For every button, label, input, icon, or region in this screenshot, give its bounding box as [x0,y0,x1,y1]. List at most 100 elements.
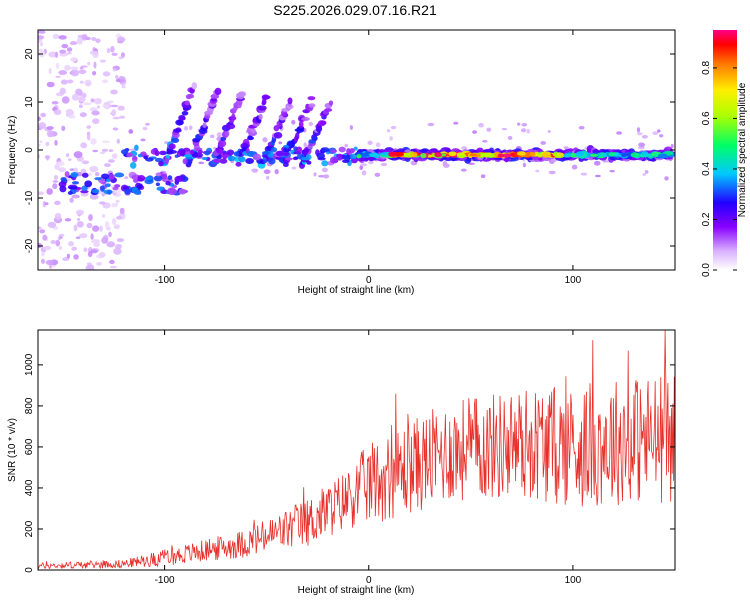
y-tick-label: 400 [24,479,35,496]
spectral-blob [548,170,556,175]
spectral-blob [481,139,488,143]
spectrogram-x-label: Height of straight line (km) [298,285,415,296]
spectral-blob [252,153,262,161]
spectral-blob [284,157,293,161]
spectral-blob [81,172,89,178]
spectral-blob [140,138,146,142]
spectral-blob [324,108,333,112]
spectral-blob [580,172,588,176]
spectral-blob [238,91,247,97]
colorbar-label: Normalized spectral amplitude [737,82,748,217]
spectral-blob [321,147,330,153]
spectral-blob [71,194,80,199]
spectral-blob [68,241,74,247]
spectral-blob [354,151,364,157]
spectral-blob [129,161,137,169]
spectral-blob [367,140,373,146]
figure-title: S225.2026.029.07.16.R21 [273,2,437,18]
spectral-blob [137,153,143,158]
spectral-blob [93,61,97,69]
y-tick-label: -20 [24,238,35,253]
spectral-blob [189,149,195,155]
spectral-blob [153,175,163,182]
spectral-blob [174,176,185,182]
spectral-blob [274,168,279,175]
spectral-blob [337,153,343,161]
spectral-blob [350,157,358,164]
spectral-blob [460,168,467,172]
spectral-blob [71,93,80,101]
spectral-blob [154,150,160,157]
spectral-blob [78,69,87,75]
spectral-blob [167,188,177,196]
spectral-blob [78,233,88,239]
spectral-blob [349,125,354,130]
spectral-blob [312,136,318,142]
spectral-blob [54,51,59,58]
spectral-blob [468,162,475,166]
spectral-blob [79,112,87,118]
spectral-blob [164,140,169,145]
spectral-blob [55,161,65,167]
spectral-blob [316,152,326,159]
spectral-blob [59,49,67,54]
spectral-blob [76,37,83,45]
spectral-blob [92,118,100,125]
spectral-blob [448,151,457,157]
spectral-blob [126,152,134,158]
spectral-blob [89,265,95,270]
y-tick-label: 10 [24,96,35,108]
spectral-blob [198,161,205,165]
spectral-blob [38,191,45,195]
spectral-blob [87,251,93,258]
spectral-blob [361,170,367,176]
spectral-blob [71,181,80,185]
spectral-blob [306,160,312,165]
spectral-blob [58,167,67,173]
spectral-blob [516,151,526,156]
spectral-blob [569,152,576,158]
spectral-blob [41,251,45,257]
spectral-blob [427,122,435,127]
spectrogram-y-ticks: -20 -10 0 10 20 [24,48,675,253]
spectral-blob [41,258,45,264]
spectral-blob [114,172,125,178]
spectral-blob [107,189,112,195]
spectral-blob [80,168,87,174]
spectral-blob [562,153,572,157]
snr-x-ticks: -100 0 100 [155,330,582,586]
spectral-blob [321,160,329,167]
spectral-blob [62,257,69,262]
spectral-blob [670,143,674,149]
spectral-blob [52,33,60,40]
spectral-blob [520,128,527,133]
spectral-blob [177,119,184,125]
snr-series-line [38,330,675,570]
spectral-blob [386,129,391,133]
spectral-blob [73,254,79,260]
spectral-blob [58,233,65,237]
spectral-blob [174,154,179,158]
spectral-blob [108,231,112,238]
spectral-blob [480,153,487,158]
spectral-blob [38,226,42,230]
spectral-blob [187,93,195,99]
spectral-blob [328,100,334,106]
spectral-blob [301,149,309,155]
spectral-blob [134,144,139,151]
snr-marks [38,330,675,570]
spectral-blob [70,69,80,77]
spectral-blob [659,134,664,138]
spectral-blob [58,70,68,76]
spectral-blob [66,253,71,259]
spectral-blob [48,67,52,74]
spectral-blob [96,261,103,266]
spectral-blob [94,171,100,177]
spectral-blob [68,115,76,119]
spectral-blob [50,239,56,245]
spectral-blob [308,121,314,127]
spectral-blob [268,157,276,165]
spectral-blob [44,202,49,206]
spectral-blob [69,41,78,46]
spectral-blob [102,79,109,84]
